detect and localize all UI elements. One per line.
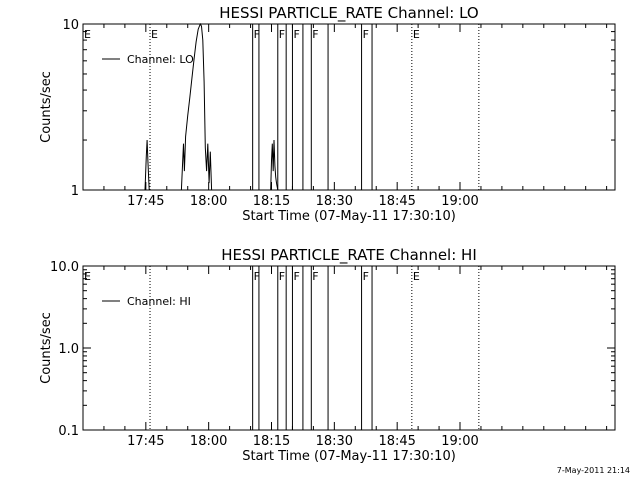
event-label: F [254, 28, 260, 41]
event-label: F [312, 28, 318, 41]
event-label: F [293, 270, 299, 283]
y-axis-label: Counts/sec [39, 71, 54, 143]
event-label: F [363, 270, 369, 283]
y-tick-label: 0.1 [58, 424, 79, 439]
event-label: F [293, 28, 299, 41]
x-tick-label: 18:00 [190, 434, 227, 449]
x-tick-label: 17:45 [127, 434, 164, 449]
x-axis-label: Start Time (07-May-11 17:30:10) [242, 209, 456, 224]
edge-event-label: E [84, 28, 91, 41]
chart-title: HESSI PARTICLE_RATE Channel: HI [221, 246, 477, 265]
chart-panel-1: HESSI PARTICLE_RATE Channel: LO 17:45 18:0… [39, 4, 616, 224]
y-tick-label: 10.0 [50, 260, 79, 275]
chart-title: HESSI PARTICLE_RATE Channel: LO [219, 4, 478, 23]
x-tick-label: 18:30 [316, 194, 353, 209]
x-tick-label: 18:15 [253, 434, 290, 449]
event-label: E [413, 270, 420, 283]
plot-frame [82, 265, 616, 431]
x-axis-label: Start Time (07-May-11 17:30:10) [242, 449, 456, 464]
x-tick-label: 18:45 [378, 194, 415, 209]
event-label: F [312, 270, 318, 283]
x-tick-label: 17:45 [127, 194, 164, 209]
event-label: F [254, 270, 260, 283]
x-tick-label: 18:00 [190, 194, 227, 209]
y-tick-label: 1 [71, 184, 79, 199]
x-tick-label: 19:00 [441, 194, 478, 209]
event-label: F [279, 270, 285, 283]
legend-label: Channel: LO [127, 53, 194, 66]
series-line [83, 22, 615, 191]
chart-panel-2: HESSI PARTICLE_RATE Channel: HI 17:45 18:0… [39, 246, 616, 464]
event-label: F [279, 28, 285, 41]
y-tick-label: 1.0 [58, 342, 79, 357]
footer-timestamp: 7-May-2011 21:14 [556, 466, 630, 475]
y-tick-label: 10 [62, 18, 79, 33]
legend-label: Channel: HI [127, 295, 191, 308]
event-label: E [151, 28, 158, 41]
plot-frame [82, 23, 616, 191]
event-label: F [363, 28, 369, 41]
x-tick-label: 18:45 [378, 434, 415, 449]
event-label: E [413, 28, 420, 41]
edge-event-label: E [84, 270, 91, 283]
x-tick-label: 18:15 [253, 194, 290, 209]
x-tick-label: 18:30 [316, 434, 353, 449]
x-tick-label: 19:00 [441, 434, 478, 449]
y-axis-label: Counts/sec [39, 312, 54, 384]
